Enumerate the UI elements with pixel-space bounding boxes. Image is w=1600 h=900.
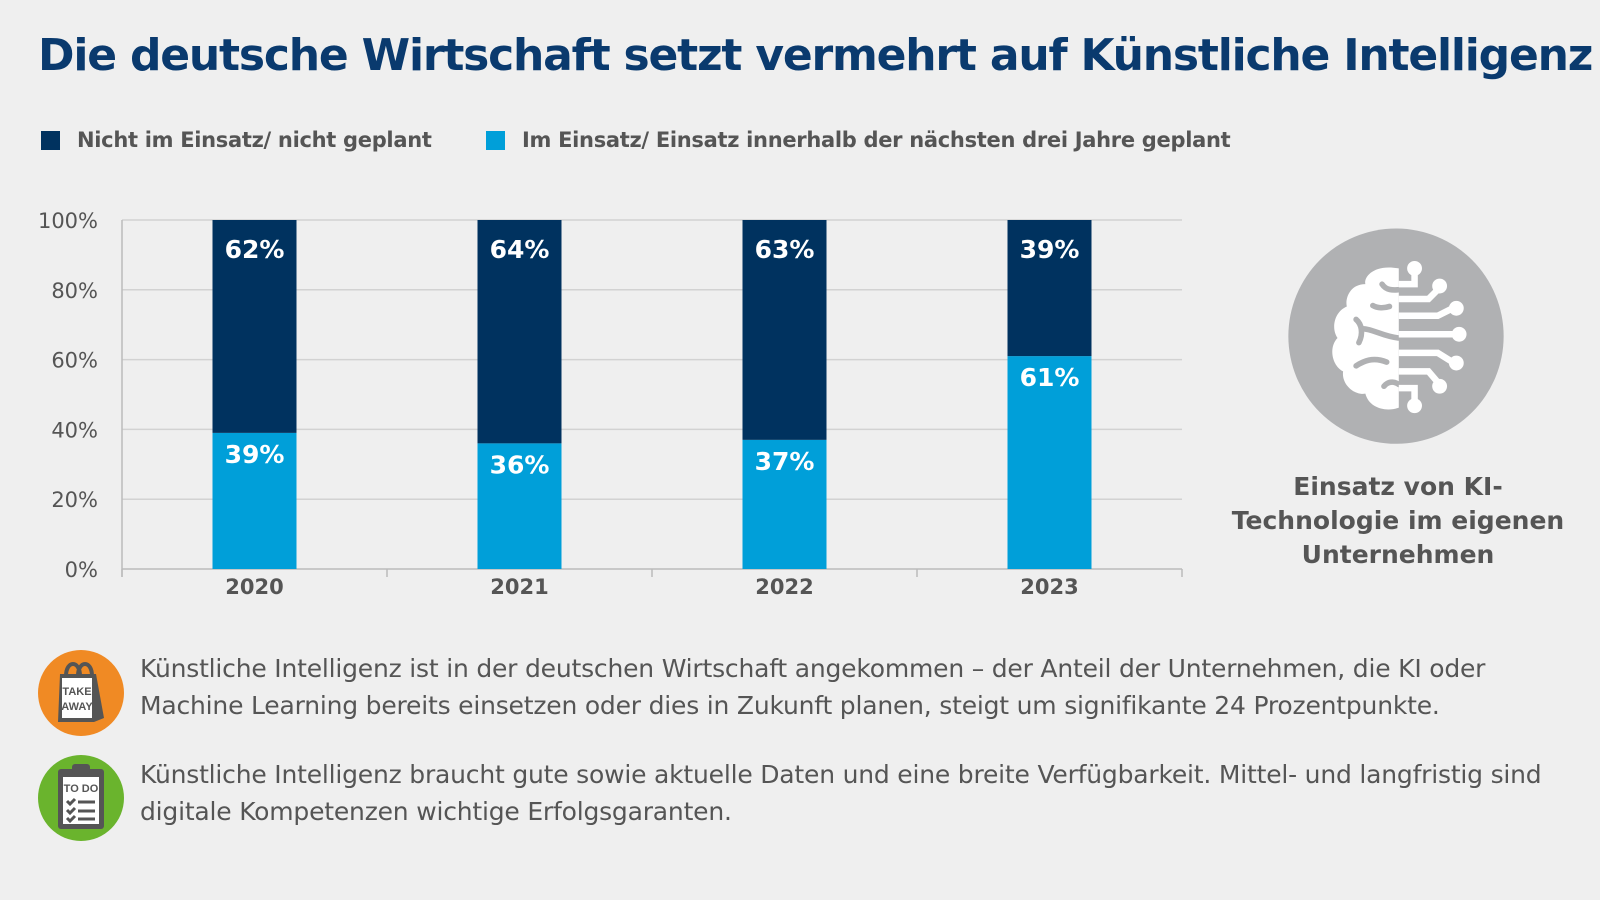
side-caption: Einsatz von KI-Technologie im eigenen Un… bbox=[1231, 472, 1565, 569]
to-do-clipboard-icon: TO DO bbox=[38, 755, 124, 841]
x-tick-label: 2022 bbox=[755, 575, 813, 599]
data-label: 39% bbox=[1020, 235, 1080, 264]
legend-swatch-light bbox=[486, 130, 505, 150]
svg-text:TO DO: TO DO bbox=[64, 783, 99, 795]
legend-label: Im Einsatz/ Einsatz innerhalb der nächst… bbox=[522, 128, 1231, 152]
y-tick-label: 60% bbox=[51, 349, 98, 373]
x-tick-label: 2023 bbox=[1020, 575, 1078, 599]
bar-segment bbox=[212, 432, 297, 569]
bar-segment bbox=[742, 439, 827, 569]
y-tick-label: 0% bbox=[65, 558, 98, 582]
y-tick-label: 40% bbox=[51, 418, 98, 442]
take-away-bag-icon: TAKE AWAY bbox=[38, 650, 124, 736]
y-tick-label: 100% bbox=[38, 209, 98, 233]
data-label: 63% bbox=[755, 235, 815, 264]
stacked-bar-chart: 0% 20% 40% 60% 80% 100% 2020 39% 62% 2021 36% 64% 20… bbox=[38, 209, 1183, 599]
legend-item-used: Im Einsatz/ Einsatz innerhalb der nächst… bbox=[486, 128, 1231, 152]
brain-circuit-icon bbox=[1288, 228, 1504, 444]
legend-swatch-dark bbox=[41, 130, 60, 150]
bar-segment bbox=[477, 220, 562, 444]
todo-text: Künstliche Intelligenz braucht gute sowi… bbox=[140, 760, 1542, 826]
takeaway-text: Künstliche Intelligenz ist in der deutsc… bbox=[140, 654, 1486, 720]
data-label: 39% bbox=[225, 440, 285, 469]
x-tick-label: 2020 bbox=[225, 575, 283, 599]
bar-segment bbox=[477, 443, 562, 569]
data-label: 62% bbox=[225, 235, 285, 264]
data-label: 61% bbox=[1020, 363, 1080, 392]
svg-text:AWAY: AWAY bbox=[61, 701, 93, 713]
bar-segment bbox=[212, 220, 297, 433]
data-label: 36% bbox=[490, 450, 550, 479]
page-title: Die deutsche Wirtschaft setzt vermehrt a… bbox=[38, 30, 1593, 81]
bar-segment bbox=[742, 220, 827, 440]
legend-item-not-used: Nicht im Einsatz/ nicht geplant bbox=[41, 128, 432, 152]
y-tick-label: 20% bbox=[51, 488, 98, 512]
data-label: 37% bbox=[755, 447, 815, 476]
legend-label: Nicht im Einsatz/ nicht geplant bbox=[77, 128, 432, 152]
x-tick-label: 2021 bbox=[490, 575, 548, 599]
data-label: 64% bbox=[490, 235, 550, 264]
svg-text:TAKE: TAKE bbox=[62, 686, 91, 698]
bar-segment bbox=[1007, 356, 1092, 569]
bar-segment bbox=[1007, 220, 1092, 357]
y-tick-label: 80% bbox=[51, 279, 98, 303]
